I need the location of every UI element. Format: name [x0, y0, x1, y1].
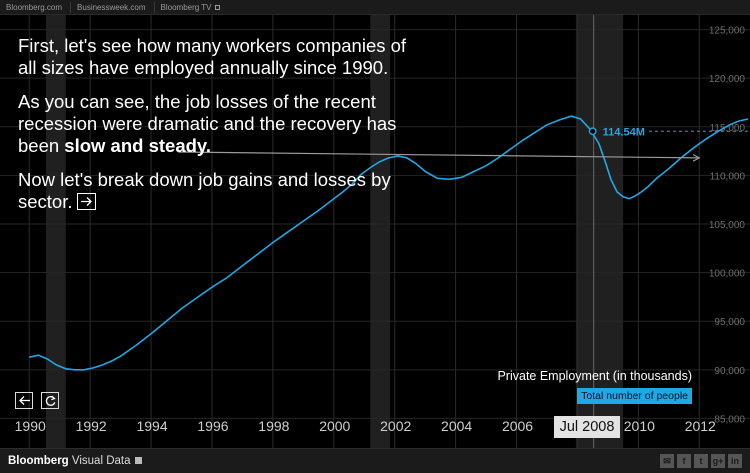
x-tick-label: 1990: [15, 418, 46, 434]
y-tick-label: 120,000: [709, 74, 746, 85]
x-tick-label: 2002: [380, 418, 411, 434]
recession-band-3: [575, 15, 624, 448]
legend-title: Private Employment (in thousands): [497, 369, 692, 383]
hover-point: [588, 127, 597, 136]
y-tick-label: 95,000: [714, 317, 745, 328]
narrative-emphasis: slow and steady.: [64, 135, 211, 156]
x-tick-label: 1998: [258, 418, 289, 434]
brand-flag-icon: [134, 457, 142, 465]
social-share-buttons: ✉ f t g+ in: [660, 454, 742, 468]
narrative-paragraph-3: Now let's break down job gains and losse…: [18, 169, 408, 213]
annotation-arrow: [177, 151, 701, 162]
y-tick-label: 100,000: [709, 269, 746, 280]
recession-band-1: [45, 15, 66, 448]
external-link-icon: [214, 4, 220, 10]
hover-marker: 114.54M: [588, 15, 750, 448]
bloomberg-tv-link[interactable]: Bloomberg TV: [155, 2, 228, 13]
narrative-paragraph-3-text: Now let's break down job gains and losse…: [18, 169, 391, 212]
x-tick-label: 2004: [441, 418, 472, 434]
annotation-arrow-line: [177, 151, 700, 159]
y-tick-label: 105,000: [709, 220, 746, 231]
bloomberg-tv-label: Bloomberg TV: [160, 2, 212, 12]
x-tick-label: 1994: [136, 418, 167, 434]
y-tick-label: 115,000: [710, 123, 746, 134]
brand-bold: Bloomberg: [8, 455, 69, 467]
x-tick-label: 1996: [197, 418, 228, 434]
x-tick-label: 2010: [624, 418, 655, 434]
narrative-paragraph-2: As you can see, the job losses of the re…: [18, 91, 408, 157]
bloomberg-com-link[interactable]: Bloomberg.com: [0, 1, 72, 13]
employment-chart[interactable]: 85,000 90,000 95,000 100,000 105,000 110,000 1…: [0, 15, 750, 448]
arrow-left-icon: [19, 396, 30, 405]
x-tick-label: 2012: [685, 418, 716, 434]
narrative-paragraph-2-text: As you can see, the job losses of the re…: [18, 91, 397, 156]
facebook-icon[interactable]: f: [677, 454, 691, 468]
hover-value-label: 114.54M: [603, 126, 645, 138]
twitter-icon[interactable]: t: [694, 454, 708, 468]
brand-rest: Visual Data: [68, 455, 131, 467]
bloomberg-top-bar: Bloomberg.com Businessweek.com Bloomberg…: [0, 0, 750, 15]
narrative-text: First, let's see how many workers compan…: [18, 35, 408, 225]
replay-button[interactable]: [41, 392, 59, 409]
next-button[interactable]: [76, 192, 96, 210]
annotation-arrowhead: [692, 153, 701, 162]
x-tick-label: 1992: [76, 418, 107, 434]
chart-gridlines: [0, 15, 750, 448]
y-tick-label: 90,000: [714, 366, 745, 377]
y-tick-label: 110,000: [710, 171, 746, 182]
x-tick-label: 2000: [319, 418, 350, 434]
google-plus-icon[interactable]: g+: [711, 454, 725, 468]
email-icon[interactable]: ✉: [660, 454, 674, 468]
narrative-paragraph-1: First, let's see how many workers compan…: [18, 35, 407, 78]
footer-bar: Bloomberg Visual Data ✉ f t g+ in: [0, 448, 750, 473]
replay-icon: [45, 395, 56, 406]
recession-bands: [45, 15, 624, 448]
y-axis-tick-labels: 85,000 90,000 95,000 100,000 105,000 110,000 1…: [709, 26, 746, 426]
hover-date-badge: Jul 2008: [554, 416, 620, 438]
bloomberg-visual-data-logo[interactable]: Bloomberg Visual Data: [8, 455, 142, 467]
businessweek-link[interactable]: Businessweek.com: [71, 1, 155, 13]
x-tick-label: 2006: [502, 418, 533, 434]
y-tick-label: 125,000: [709, 26, 746, 37]
linkedin-icon[interactable]: in: [728, 454, 742, 468]
y-tick-label: 85,000: [714, 414, 745, 425]
back-button[interactable]: [15, 392, 33, 409]
series-line-private-employment: [29, 115, 749, 371]
arrow-right-icon: [80, 196, 92, 206]
recession-band-2: [370, 15, 391, 448]
legend-series-tag[interactable]: Total number of people: [577, 388, 692, 404]
